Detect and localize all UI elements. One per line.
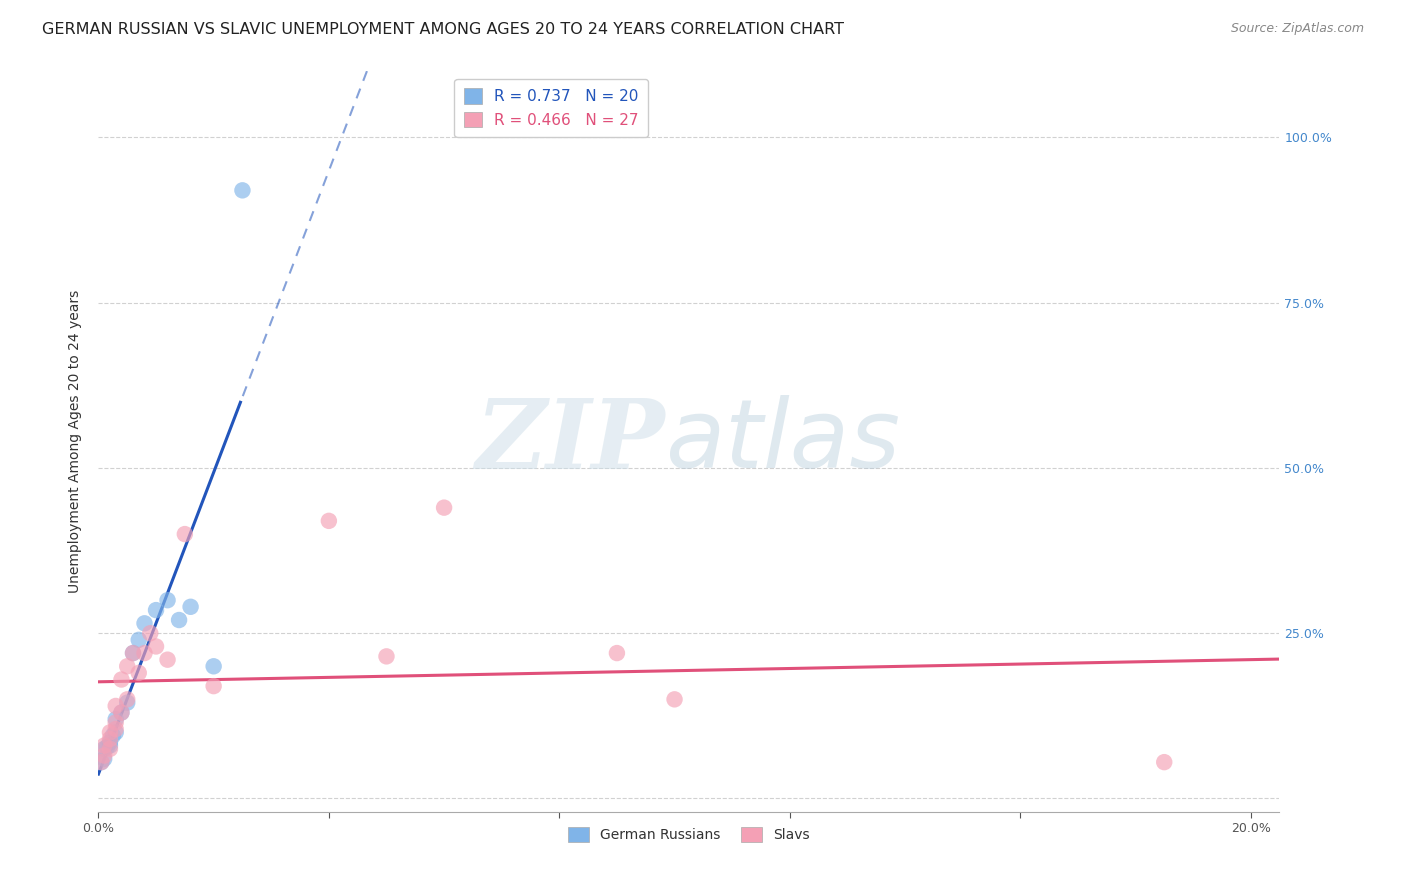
Text: ZIP: ZIP [475, 394, 665, 489]
Point [110, 706, 132, 720]
Point [122, 646, 145, 660]
Point [173, 527, 195, 541]
Point [134, 646, 156, 660]
Point [90, 755, 112, 769]
Point [93, 742, 115, 756]
Point [98, 735, 121, 749]
Point [115, 696, 138, 710]
Point [90, 755, 112, 769]
Point [104, 715, 127, 730]
Point [110, 706, 132, 720]
Y-axis label: Unemployment Among Ages 20 to 24 years: Unemployment Among Ages 20 to 24 years [69, 290, 83, 593]
Point [202, 679, 225, 693]
Point [139, 626, 162, 640]
Point [98, 739, 121, 753]
Point [202, 659, 225, 673]
Point [156, 593, 179, 607]
Text: GERMAN RUSSIAN VS SLAVIC UNEMPLOYMENT AMONG AGES 20 TO 24 YEARS CORRELATION CHAR: GERMAN RUSSIAN VS SLAVIC UNEMPLOYMENT AM… [42, 22, 844, 37]
Point [96, 739, 118, 754]
Point [128, 632, 150, 647]
Point [375, 649, 398, 664]
Point [115, 692, 138, 706]
Point [101, 729, 124, 743]
Point [128, 665, 150, 680]
Point [93, 748, 115, 763]
Point [104, 722, 127, 736]
Point [93, 739, 115, 753]
Text: Source: ZipAtlas.com: Source: ZipAtlas.com [1230, 22, 1364, 36]
Legend: German Russians, Slavs: German Russians, Slavs [561, 821, 817, 849]
Point [167, 613, 190, 627]
Point [104, 712, 127, 726]
Point [180, 599, 202, 614]
Point [122, 646, 145, 660]
Point [606, 646, 628, 660]
Point [104, 698, 127, 713]
Point [145, 603, 167, 617]
Point [104, 725, 127, 739]
Text: atlas: atlas [665, 395, 900, 488]
Point [93, 752, 115, 766]
Point [433, 500, 456, 515]
Point [110, 673, 132, 687]
Point [318, 514, 340, 528]
Point [98, 725, 121, 739]
Point [134, 616, 156, 631]
Point [231, 183, 253, 197]
Point [145, 640, 167, 654]
Point [1153, 755, 1175, 769]
Point [98, 731, 121, 746]
Point [664, 692, 686, 706]
Point [115, 659, 138, 673]
Point [98, 742, 121, 756]
Point [156, 653, 179, 667]
